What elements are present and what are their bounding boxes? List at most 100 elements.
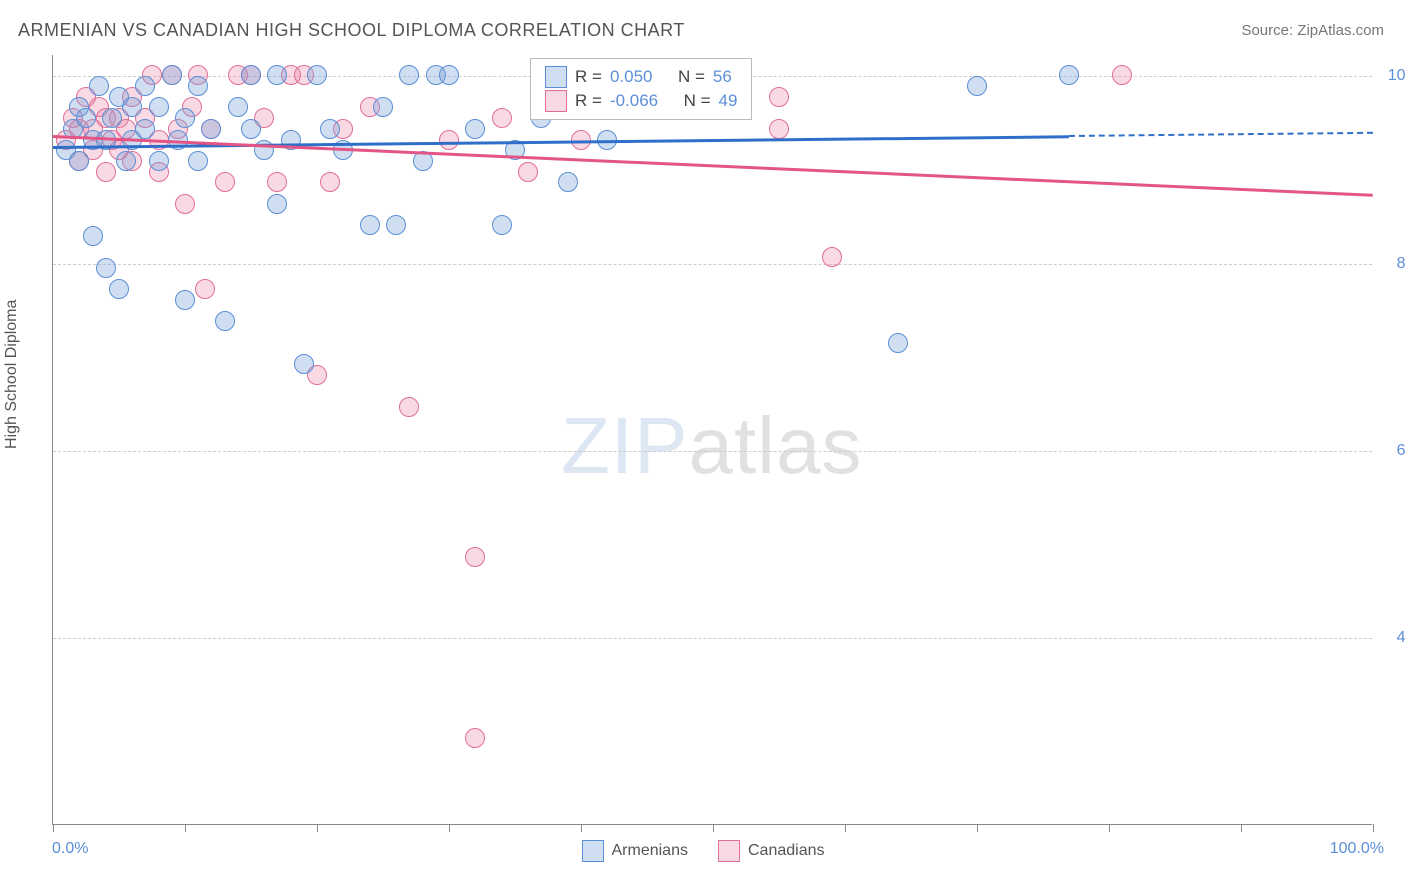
x-tick: [449, 824, 450, 832]
x-tick: [581, 824, 582, 832]
y-axis-title: High School Diploma: [3, 300, 21, 449]
chart-title: ARMENIAN VS CANADIAN HIGH SCHOOL DIPLOMA…: [18, 20, 685, 41]
scatter-point-b: [439, 130, 459, 150]
legend-label-canadians: Canadians: [748, 842, 825, 860]
x-tick: [185, 824, 186, 832]
scatter-point-a: [267, 65, 287, 85]
scatter-point-b: [96, 162, 116, 182]
legend-item-canadians: Canadians: [718, 840, 825, 862]
scatter-point-a: [175, 108, 195, 128]
scatter-point-a: [241, 119, 261, 139]
legend-row-a: R = 0.050 N = 56: [545, 65, 737, 89]
scatter-point-a: [967, 76, 987, 96]
scatter-point-a: [241, 65, 261, 85]
scatter-point-a: [439, 65, 459, 85]
trendline-extrapolated: [1069, 132, 1373, 137]
scatter-point-b: [518, 162, 538, 182]
scatter-point-a: [1059, 65, 1079, 85]
gridline: [53, 638, 1372, 639]
legend-label-armenians: Armenians: [612, 842, 688, 860]
scatter-point-a: [102, 108, 122, 128]
y-tick-label: 47.5%: [1382, 629, 1406, 647]
scatter-point-b: [399, 397, 419, 417]
scatter-point-b: [465, 547, 485, 567]
scatter-point-a: [175, 290, 195, 310]
correlation-legend: R = 0.050 N = 56 R = -0.066 N = 49: [530, 58, 752, 120]
scatter-point-a: [465, 119, 485, 139]
n-label-a: N =: [678, 67, 705, 87]
swatch-armenians-icon: [582, 840, 604, 862]
scatter-point-b: [175, 194, 195, 214]
legend-item-armenians: Armenians: [582, 840, 688, 862]
scatter-point-a: [135, 76, 155, 96]
scatter-point-b: [267, 172, 287, 192]
scatter-point-b: [1112, 65, 1132, 85]
scatter-point-a: [558, 172, 578, 192]
y-tick-label: 65.0%: [1382, 442, 1406, 460]
n-label-b: N =: [684, 91, 711, 111]
scatter-point-b: [492, 108, 512, 128]
x-tick: [1373, 824, 1374, 832]
scatter-point-b: [320, 172, 340, 192]
scatter-point-a: [294, 354, 314, 374]
trendline: [53, 135, 1373, 196]
legend-row-b: R = -0.066 N = 49: [545, 89, 737, 113]
series-legend: Armenians Canadians: [0, 840, 1406, 862]
scatter-point-b: [215, 172, 235, 192]
scatter-point-b: [195, 279, 215, 299]
scatter-point-a: [83, 226, 103, 246]
n-value-a: 56: [713, 67, 732, 87]
scatter-point-a: [888, 333, 908, 353]
x-tick: [713, 824, 714, 832]
r-value-a: 0.050: [610, 67, 653, 87]
r-value-b: -0.066: [610, 91, 658, 111]
scatter-point-b: [769, 119, 789, 139]
scatter-point-a: [122, 97, 142, 117]
scatter-point-a: [162, 65, 182, 85]
scatter-point-a: [386, 215, 406, 235]
x-tick: [845, 824, 846, 832]
scatter-point-a: [135, 119, 155, 139]
scatter-point-a: [399, 65, 419, 85]
watermark-zip: ZIP: [561, 401, 688, 490]
n-value-b: 49: [719, 91, 738, 111]
plot-area: ZIPatlas 47.5%65.0%82.5%100.0%: [52, 55, 1372, 825]
r-label-a: R =: [575, 67, 602, 87]
gridline: [53, 451, 1372, 452]
scatter-point-a: [201, 119, 221, 139]
scatter-point-a: [76, 108, 96, 128]
scatter-point-a: [492, 215, 512, 235]
scatter-point-a: [188, 76, 208, 96]
scatter-point-a: [307, 65, 327, 85]
y-tick-label: 100.0%: [1382, 67, 1406, 85]
scatter-point-a: [215, 311, 235, 331]
x-tick: [53, 824, 54, 832]
scatter-point-b: [822, 247, 842, 267]
scatter-point-a: [109, 279, 129, 299]
scatter-point-a: [69, 151, 89, 171]
scatter-point-a: [360, 215, 380, 235]
gridline: [53, 264, 1372, 265]
scatter-point-b: [465, 728, 485, 748]
scatter-point-a: [188, 151, 208, 171]
source-attribution: Source: ZipAtlas.com: [1241, 22, 1384, 39]
y-tick-label: 82.5%: [1382, 255, 1406, 273]
x-tick: [1241, 824, 1242, 832]
scatter-point-a: [116, 151, 136, 171]
scatter-point-a: [89, 76, 109, 96]
watermark: ZIPatlas: [561, 400, 862, 492]
scatter-point-a: [267, 194, 287, 214]
scatter-point-a: [228, 97, 248, 117]
scatter-point-a: [373, 97, 393, 117]
swatch-canadians-icon: [718, 840, 740, 862]
scatter-point-b: [769, 87, 789, 107]
watermark-atlas: atlas: [688, 401, 862, 490]
scatter-point-a: [320, 119, 340, 139]
x-tick: [1109, 824, 1110, 832]
swatch-canadians: [545, 90, 567, 112]
swatch-armenians: [545, 66, 567, 88]
x-tick: [317, 824, 318, 832]
r-label-b: R =: [575, 91, 602, 111]
scatter-point-a: [149, 151, 169, 171]
x-tick: [977, 824, 978, 832]
